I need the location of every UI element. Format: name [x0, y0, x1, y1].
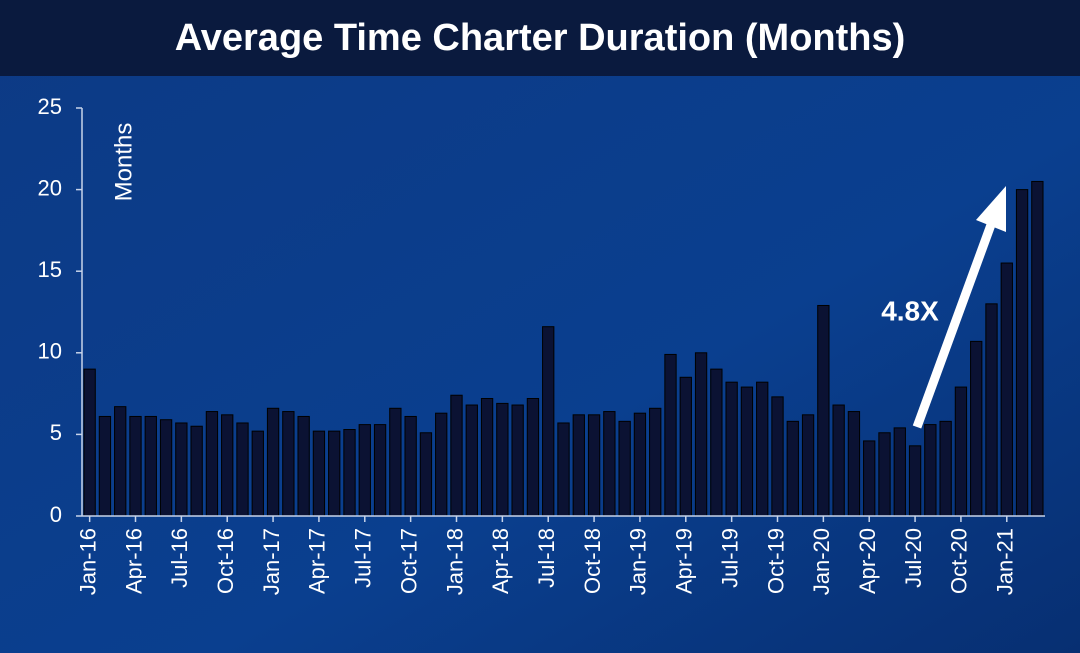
bar	[404, 415, 417, 517]
bar	[389, 407, 402, 517]
x-tick-label: Apr-20	[855, 528, 880, 594]
bar	[205, 411, 219, 517]
y-axis-label: Months	[110, 123, 137, 202]
y-tick-label: 15	[38, 257, 62, 282]
bar	[725, 381, 738, 517]
x-tick-label: Oct-16	[213, 528, 238, 594]
bar	[83, 368, 96, 517]
bar	[236, 422, 249, 517]
bar	[572, 414, 585, 517]
x-tick-label: Jan-16	[75, 528, 100, 595]
x-tick-label: Jan-21	[993, 528, 1018, 595]
bar	[970, 340, 983, 517]
arrow-head	[976, 186, 1006, 232]
x-tick-label: Jan-17	[259, 528, 284, 595]
bar	[664, 353, 677, 517]
bar	[618, 420, 631, 517]
x-tick-label: Oct-19	[763, 528, 788, 594]
x-tick-label: Apr-19	[672, 528, 697, 594]
bar	[633, 412, 647, 517]
bar	[328, 430, 341, 517]
bar	[587, 414, 601, 517]
y-tick-label: 0	[50, 502, 62, 527]
bar	[985, 303, 998, 517]
x-tick-label: Jul-16	[167, 528, 192, 588]
bar	[771, 396, 784, 517]
annotation: 4.8X	[881, 295, 939, 326]
arrow	[912, 220, 997, 429]
bar	[847, 411, 861, 517]
bar	[832, 404, 845, 517]
bar	[603, 411, 616, 517]
bar	[1015, 189, 1029, 517]
x-tick-label: Apr-16	[121, 528, 146, 594]
x-tick-label: Oct-20	[947, 528, 972, 594]
bar	[297, 415, 310, 517]
bar	[159, 419, 173, 517]
x-tick-label: Jul-19	[717, 528, 742, 588]
x-tick-label: Apr-18	[488, 528, 513, 594]
x-tick-label: Jan-18	[442, 528, 467, 595]
bar	[526, 397, 540, 517]
bar	[419, 432, 433, 517]
bar	[1000, 262, 1013, 517]
bar	[251, 430, 264, 517]
y-tick-label: 20	[38, 175, 62, 200]
x-tick-label: Apr-17	[305, 528, 330, 594]
y-tick-label: 10	[38, 339, 62, 364]
bar	[1031, 180, 1044, 517]
bar	[649, 407, 662, 517]
bar	[679, 376, 692, 517]
bar	[480, 397, 494, 517]
bar	[129, 415, 142, 517]
bar	[863, 440, 876, 517]
bar	[786, 420, 799, 517]
bar	[801, 414, 815, 517]
bar	[710, 368, 723, 517]
x-tick-label: Jul-20	[901, 528, 926, 588]
bar	[221, 414, 234, 517]
bar	[939, 420, 952, 517]
x-tick-label: Jan-20	[809, 528, 834, 595]
bar	[450, 394, 463, 517]
y-tick-label: 5	[50, 420, 62, 445]
bar	[190, 425, 203, 517]
x-tick-label: Oct-18	[580, 528, 605, 594]
bar	[358, 424, 371, 517]
bar	[144, 415, 157, 517]
bar	[175, 422, 188, 517]
bar	[954, 386, 968, 517]
bar	[373, 424, 387, 517]
title-bar	[0, 0, 1080, 76]
bar	[312, 430, 326, 517]
bar	[542, 326, 555, 517]
x-tick-label: Jul-18	[534, 528, 559, 588]
bar	[557, 422, 570, 517]
bar	[511, 404, 524, 517]
bar	[266, 407, 280, 517]
bar	[282, 411, 295, 517]
bar	[98, 415, 112, 517]
bar	[114, 406, 127, 517]
chart-title: Average Time Charter Duration (Months)	[175, 17, 906, 59]
bar	[893, 427, 906, 517]
bar	[908, 445, 922, 517]
bar	[878, 432, 891, 517]
bar	[924, 424, 937, 517]
bar	[343, 429, 356, 517]
bar	[817, 304, 830, 517]
bar	[740, 386, 754, 517]
y-tick-label: 25	[38, 94, 62, 119]
bar	[435, 412, 448, 517]
bar	[756, 381, 769, 517]
x-tick-label: Jul-17	[351, 528, 376, 588]
bar	[694, 352, 708, 517]
x-tick-label: Jan-19	[626, 528, 651, 595]
bar	[465, 404, 478, 517]
x-tick-label: Oct-17	[396, 528, 421, 594]
bar	[496, 402, 509, 517]
